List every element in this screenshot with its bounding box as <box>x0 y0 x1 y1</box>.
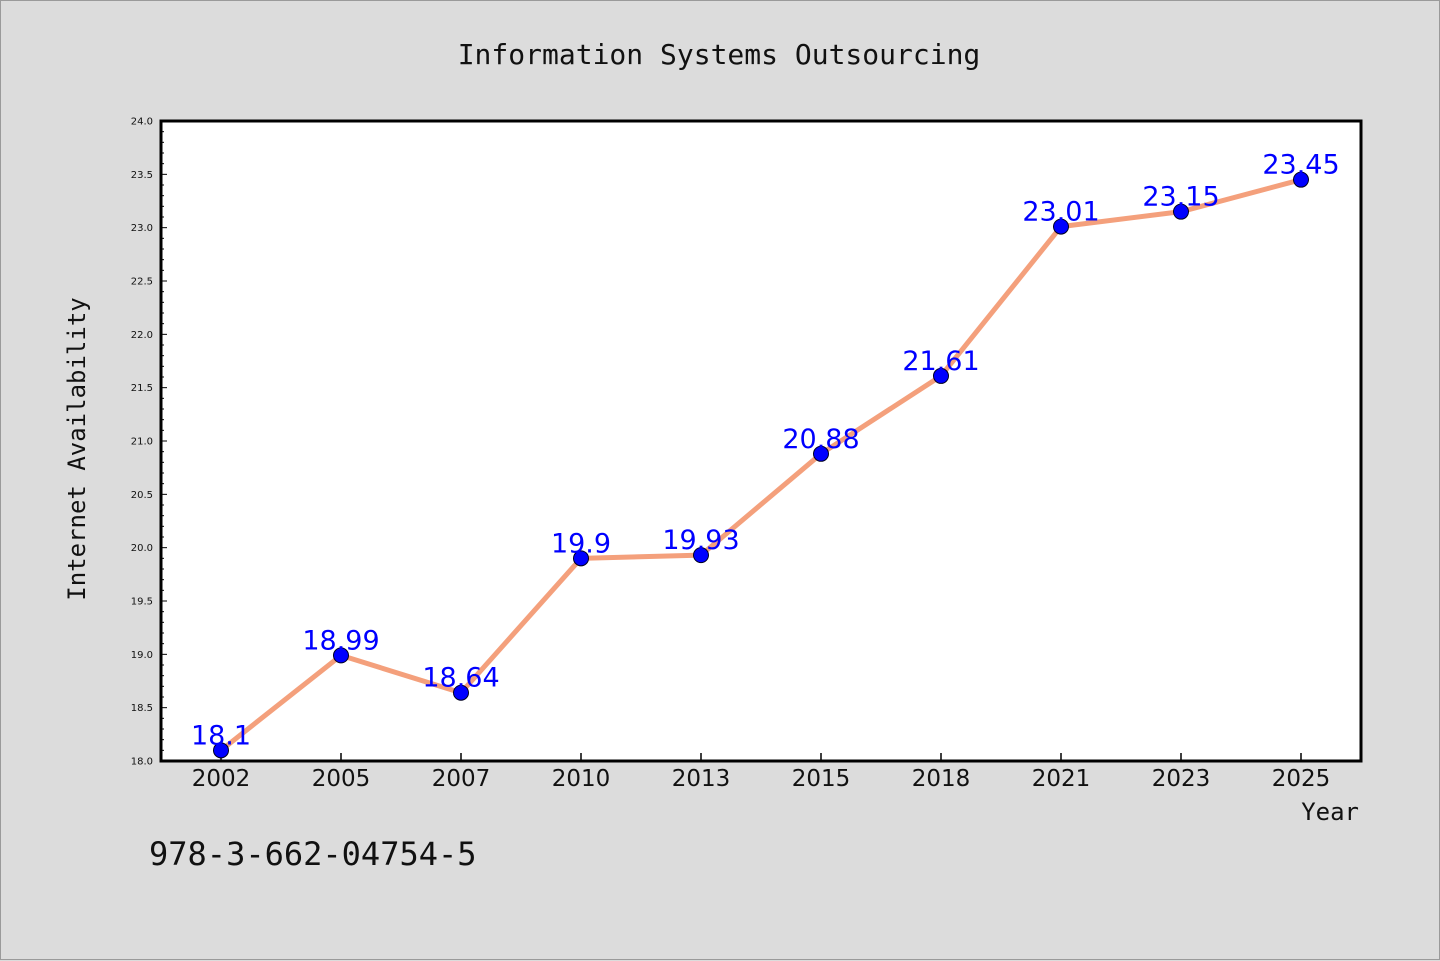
data-label: 23.01 <box>1022 197 1099 228</box>
y-tick-label: 20.0 <box>131 543 153 554</box>
data-point <box>453 684 469 701</box>
x-tick-label: 2005 <box>312 766 371 792</box>
y-tick-label: 18.0 <box>131 757 153 768</box>
plot-area <box>159 119 1363 763</box>
x-axis-label: Year <box>1301 798 1359 826</box>
y-tick-label: 20.5 <box>131 490 153 501</box>
data-label: 19.9 <box>551 528 611 559</box>
data-label: 19.93 <box>662 525 739 556</box>
y-tick-label: 21.0 <box>131 437 153 448</box>
x-tick-label: 2023 <box>1152 766 1211 792</box>
data-point <box>693 547 709 564</box>
y-tick-label: 19.0 <box>131 650 153 661</box>
data-label: 18.1 <box>191 720 251 751</box>
data-label: 18.64 <box>422 663 499 694</box>
x-tick-label: 2013 <box>672 766 731 792</box>
x-tick-label: 2025 <box>1272 766 1331 792</box>
series-line <box>218 177 1304 753</box>
y-tick-label: 21.5 <box>131 383 153 394</box>
y-axis-label: Internet Availability <box>63 297 91 600</box>
y-tick-label: 22.0 <box>131 330 153 341</box>
data-label: 21.61 <box>902 346 979 377</box>
data-label: 20.88 <box>782 424 859 455</box>
data-point <box>813 445 829 462</box>
data-label: 23.15 <box>1142 182 1219 213</box>
x-tick-label: 2010 <box>552 766 611 792</box>
data-point <box>573 550 589 567</box>
data-point <box>1293 171 1309 188</box>
isbn-annotation: 978-3-662-04754-5 <box>149 835 477 873</box>
data-point <box>1173 203 1189 220</box>
y-axis: 18.0 18.5 19.0 19.5 20.0 20.5 21.0 21.5 22.0 22.5… <box>131 117 167 768</box>
data-label: 18.99 <box>302 625 379 656</box>
chart-title: Information Systems Outsourcing <box>458 38 981 71</box>
data-point <box>333 647 349 664</box>
data-point <box>933 367 949 384</box>
x-tick-label: 2021 <box>1032 766 1091 792</box>
series-layer: 18.1 18.99 18.64 19.9 19.93 20.88 21.61 23.01 23… <box>191 150 1340 759</box>
x-tick-label: 2018 <box>912 766 971 792</box>
data-label: 23.45 <box>1262 150 1339 181</box>
y-tick-label: 19.5 <box>131 597 153 608</box>
x-tick-label: 2002 <box>192 766 251 792</box>
data-point <box>1053 218 1069 235</box>
x-axis: 2002 2005 2007 2010 2013 2015 2018 2021 2023 2025 <box>192 753 1331 792</box>
y-tick-label: 18.5 <box>131 703 153 714</box>
x-tick-label: 2015 <box>792 766 851 792</box>
y-tick-label: 24.0 <box>131 117 153 128</box>
data-point <box>213 742 229 759</box>
y-tick-label: 23.5 <box>131 170 153 181</box>
y-tick-label: 22.5 <box>131 277 153 288</box>
x-tick-label: 2007 <box>432 766 491 792</box>
y-tick-label: 23.0 <box>131 223 153 234</box>
